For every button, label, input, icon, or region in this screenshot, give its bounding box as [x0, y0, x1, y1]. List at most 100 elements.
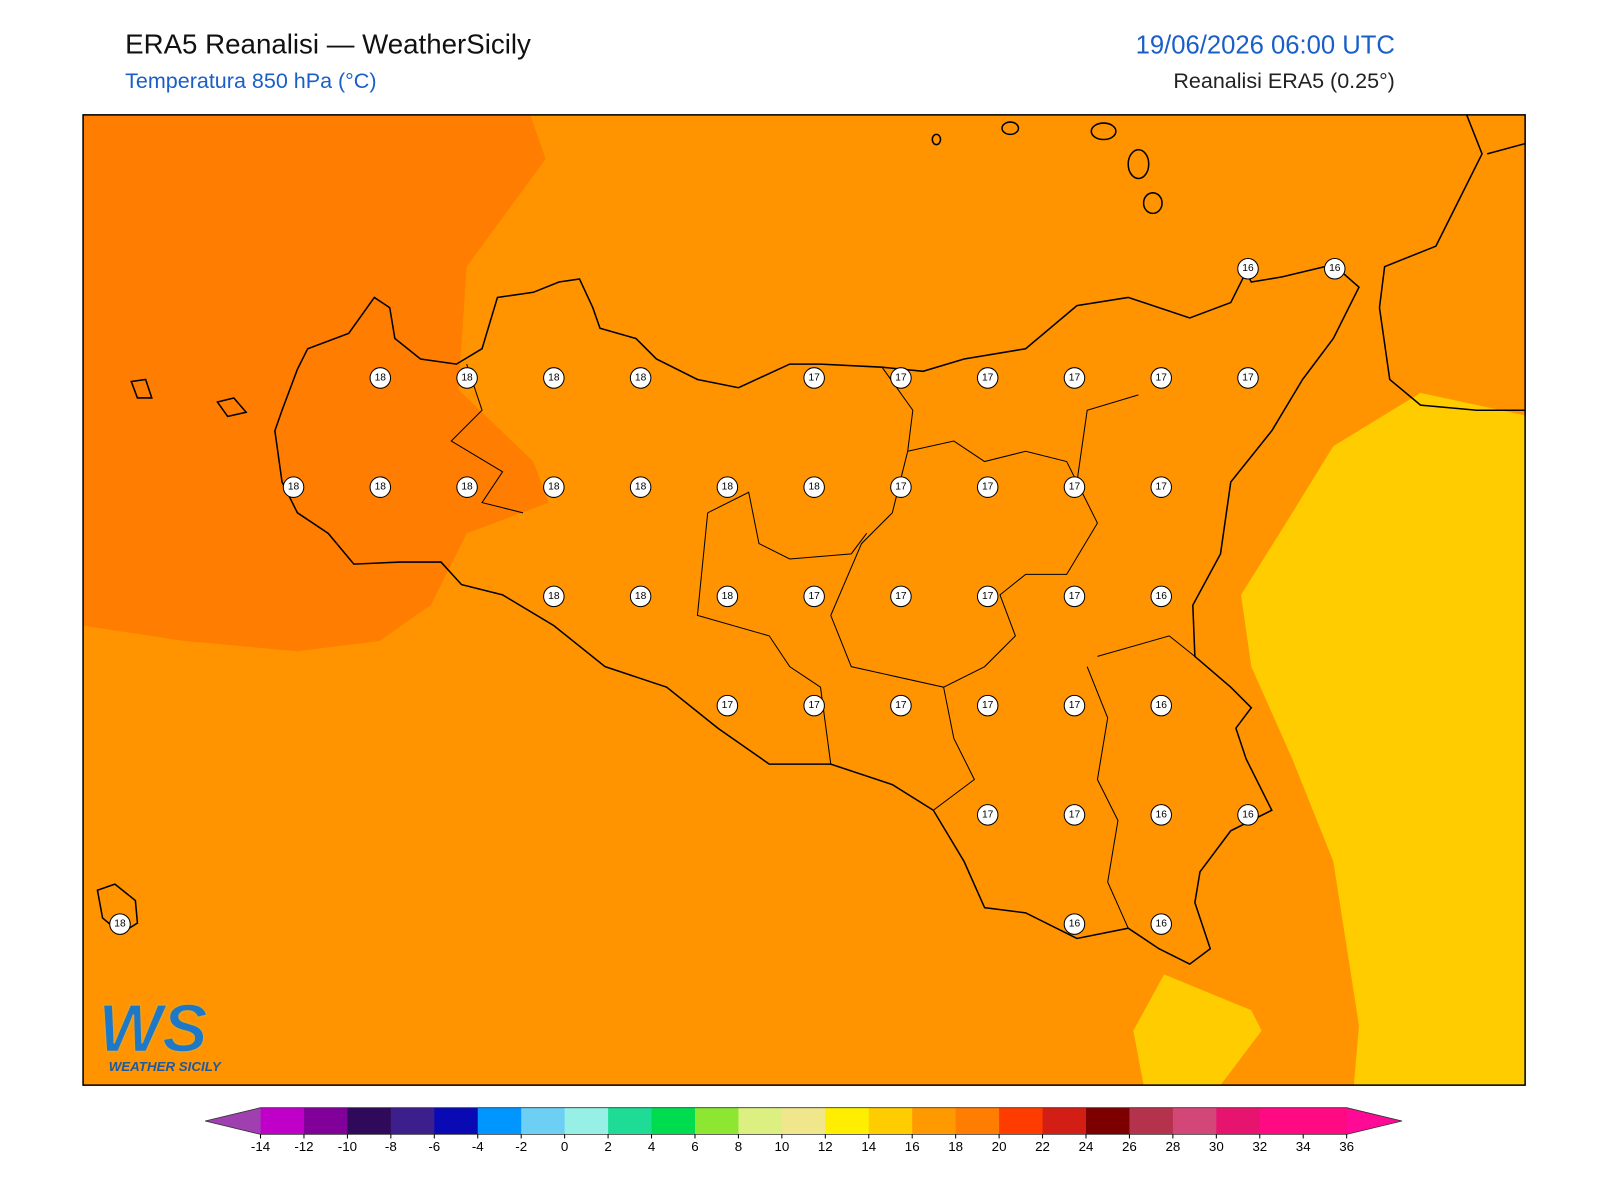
station: 18 — [629, 585, 652, 608]
station-marker — [109, 913, 131, 935]
colorbar-bin — [390, 1107, 435, 1135]
station-marker — [1237, 367, 1259, 389]
station: 18 — [369, 476, 392, 498]
station-marker — [716, 476, 739, 498]
station: 18 — [456, 367, 478, 389]
station: 18 — [282, 476, 305, 498]
station-value: 16 — [1156, 700, 1168, 711]
station: 18 — [543, 585, 565, 608]
station: 17 — [1063, 476, 1086, 498]
station-value: 17 — [895, 372, 907, 383]
colorbar-bin — [999, 1107, 1044, 1135]
colorbar-bin — [1129, 1107, 1174, 1135]
station: 17 — [976, 367, 999, 389]
station-value: 18 — [635, 591, 647, 602]
colorbar-bin — [347, 1107, 392, 1135]
logo-mark: WS — [98, 991, 207, 1066]
colorbar-tick-label: 18 — [948, 1139, 963, 1154]
station-marker — [1063, 694, 1086, 717]
station: 18 — [629, 476, 652, 498]
colorbar-bin — [1042, 1107, 1087, 1135]
contour-16 — [1241, 392, 1526, 1086]
logo: WS WEATHER SICILY — [98, 991, 222, 1074]
station-marker — [369, 367, 392, 389]
colorbar-tick-label: -10 — [338, 1139, 357, 1154]
station-marker — [629, 367, 652, 389]
station-value: 18 — [548, 372, 560, 383]
station-marker — [976, 585, 999, 608]
colorbar-tick-label: 12 — [818, 1139, 833, 1154]
station: 16 — [1150, 804, 1172, 826]
station-marker — [456, 476, 478, 498]
station: 18 — [543, 367, 565, 389]
colorbar-bin — [868, 1107, 913, 1135]
station-value: 17 — [982, 700, 994, 711]
station-value: 16 — [1156, 919, 1168, 930]
colorbar-bin — [1085, 1107, 1130, 1135]
station-marker — [543, 367, 565, 389]
station-value: 16 — [1242, 263, 1254, 274]
station-marker — [1150, 913, 1172, 935]
contour-20 — [83, 114, 549, 652]
station: 18 — [456, 476, 478, 498]
colorbar-over — [1346, 1107, 1403, 1135]
station-marker — [1237, 804, 1259, 826]
station-marker — [1063, 476, 1086, 498]
station: 16 — [1150, 694, 1172, 717]
station-marker — [890, 367, 912, 389]
station-value: 18 — [114, 919, 126, 930]
station-value: 17 — [1156, 482, 1168, 493]
contour-16 — [1133, 974, 1262, 1086]
station: 18 — [543, 476, 565, 498]
datetime: 19/06/2026 06:00 UTC — [1136, 31, 1395, 59]
colorbar-bin — [825, 1107, 870, 1135]
station: 16 — [1063, 913, 1086, 935]
coastlines — [96, 114, 1526, 966]
station-value: 16 — [1242, 809, 1254, 820]
station: 17 — [976, 585, 999, 608]
colorbar: -14 -12 -10 -8 -6 -4 -2 0 2 4 6 8 10 12 14 16 18 20 22 24 26… — [205, 1107, 1403, 1154]
station-value: 17 — [982, 482, 994, 493]
station-value: 18 — [461, 372, 473, 383]
station: 18 — [109, 913, 131, 935]
colorbar-bin — [1216, 1107, 1261, 1135]
station-marker — [890, 585, 912, 608]
station-value: 16 — [1156, 591, 1168, 602]
station-value: 16 — [1069, 919, 1081, 930]
colorbar-bin — [260, 1107, 305, 1135]
station-marker — [976, 367, 999, 389]
logo-text: WEATHER SICILY — [109, 1059, 222, 1074]
station-value: 17 — [982, 372, 994, 383]
colorbar-bin — [434, 1107, 479, 1135]
station-marker — [1150, 585, 1172, 608]
colorbar-tick-label: 22 — [1035, 1139, 1050, 1154]
station: 17 — [890, 476, 912, 498]
station-value: 17 — [895, 482, 907, 493]
station-value: 17 — [982, 809, 994, 820]
station: 18 — [629, 367, 652, 389]
colorbar-tick-label: -6 — [428, 1139, 440, 1154]
map-frame — [82, 114, 1526, 1086]
station-value: 17 — [895, 700, 907, 711]
colorbar-under — [205, 1107, 261, 1135]
station: 16 — [1150, 585, 1172, 608]
station: 17 — [890, 367, 912, 389]
station: 18 — [716, 476, 739, 498]
station-value: 17 — [1156, 372, 1168, 383]
station-value: 17 — [1069, 809, 1081, 820]
station: 17 — [1063, 585, 1086, 608]
station-marker — [543, 585, 565, 608]
colorbar-bin — [608, 1107, 653, 1135]
station-value: 18 — [808, 482, 820, 493]
station: 17 — [976, 694, 999, 717]
station-marker — [976, 476, 999, 498]
map: 16 16 18 18 18 18 17 17 17 17 17 17 18 18 18 18 18 18 18 17… — [83, 114, 1526, 1086]
station-marker — [716, 585, 739, 608]
colorbar-tick-label: 32 — [1252, 1139, 1267, 1154]
station-value: 18 — [722, 591, 734, 602]
colorbar-bin — [651, 1107, 696, 1135]
station: 17 — [890, 694, 912, 717]
station-marker — [1150, 694, 1172, 717]
colorbar-tick-label: 30 — [1209, 1139, 1224, 1154]
